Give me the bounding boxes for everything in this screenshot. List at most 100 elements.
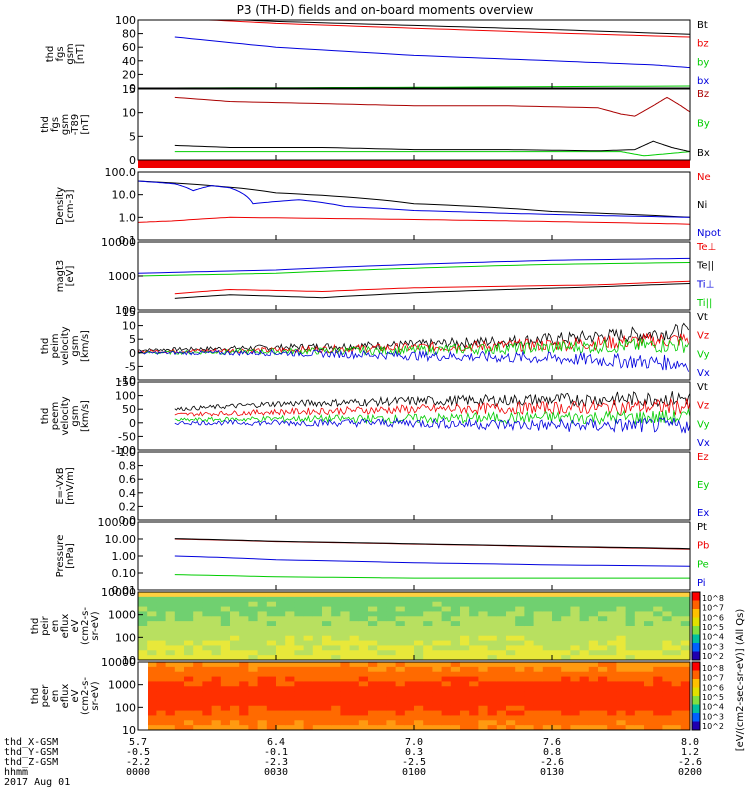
peir-cell (644, 596, 654, 603)
peer-cell (184, 681, 194, 687)
peir-cell (469, 616, 479, 622)
peir-cell (230, 655, 240, 661)
peir-cell (202, 635, 213, 642)
footer-value: -2.2 (126, 757, 150, 768)
peir-cell (303, 630, 314, 637)
peir-cell (588, 621, 599, 627)
peer-cell (257, 710, 268, 716)
peir-cell (165, 640, 176, 646)
peer-cell (616, 662, 627, 668)
peer-cell (414, 691, 424, 697)
peir-cell (662, 645, 673, 651)
peer-cell (496, 662, 507, 668)
peir-cell (303, 655, 314, 661)
peer-cell (331, 671, 341, 678)
peir-cell (377, 640, 387, 646)
peer-cell (331, 720, 341, 726)
peer-cell (533, 725, 544, 731)
peer-cell (423, 700, 433, 707)
peer-cell (230, 666, 240, 673)
peer-cell (496, 666, 507, 673)
peer-cell (515, 686, 525, 692)
peir-cell (138, 621, 148, 627)
peir-cell (349, 592, 360, 598)
peer-cell (368, 666, 378, 673)
peer-cell (239, 676, 249, 682)
peir-cell (349, 626, 360, 632)
peir-cell (588, 635, 599, 642)
peir-cell (607, 645, 617, 651)
legend-peem-3: Vx (697, 438, 710, 449)
peer-cell (634, 710, 645, 716)
peir-cell (184, 601, 194, 608)
peir-cell (386, 640, 397, 646)
ytick-label: 10 (122, 107, 136, 120)
peir-cell (487, 592, 498, 598)
ylabel-line: [nPa] (65, 543, 76, 569)
peir-cell (386, 635, 397, 642)
peir-cell (202, 630, 213, 637)
peer-cell (423, 666, 433, 673)
peer-cell (542, 720, 553, 726)
peer-cell (156, 720, 167, 726)
peer-cell (423, 691, 433, 697)
peer-cell (285, 671, 295, 678)
peer-cell (487, 671, 498, 678)
peer-cell (552, 662, 562, 668)
peir-cell (276, 635, 286, 642)
ylabel-line: gsm (60, 114, 71, 135)
peir-cell (386, 611, 397, 617)
peir-cell (211, 640, 222, 646)
peir-cell (561, 606, 571, 612)
peir-cell (147, 640, 157, 646)
peer-cell (331, 666, 341, 673)
ylabel-line: peer (40, 684, 51, 708)
peir-cell (248, 650, 259, 656)
peir-cell (598, 630, 608, 637)
temp-series-ti (137, 257, 691, 274)
peer-cell (404, 676, 415, 682)
peer-cell (386, 671, 397, 678)
ytick-label: 0.0 (119, 514, 137, 527)
peir-cell (524, 635, 535, 642)
peer-cell (276, 671, 286, 678)
peir-cell (496, 606, 507, 612)
peer-cell (561, 666, 571, 673)
peer-cell (533, 681, 544, 687)
peir-cell (662, 655, 673, 661)
peir-cell (496, 650, 507, 656)
peir-cell (423, 616, 433, 622)
peir-cell (542, 626, 553, 632)
peer-cell (156, 662, 167, 668)
peir-cell (156, 655, 167, 661)
peer-cell (248, 705, 259, 712)
peer-cell (653, 681, 663, 687)
peir-cell (607, 626, 617, 632)
ytick-label: 1000 (108, 609, 136, 622)
peer-cell (515, 691, 525, 697)
peir-cell (294, 601, 305, 608)
peir-cell (634, 621, 645, 627)
peim-series-vy (137, 337, 689, 356)
peir-cell (174, 645, 185, 651)
peir-cell (138, 611, 148, 617)
peir-cell (230, 626, 240, 632)
peir-cell (506, 616, 516, 622)
peer-cell (469, 686, 479, 692)
peer-cell (340, 705, 351, 712)
peer-cell (634, 662, 645, 668)
peir-cell (515, 621, 525, 627)
peer-cell (331, 700, 341, 707)
peir-cell (138, 635, 148, 642)
peer-cell (404, 710, 415, 716)
peir-cell (469, 640, 479, 646)
peer-cell (220, 725, 231, 731)
peir-cell (220, 630, 231, 637)
peer-cell (570, 686, 581, 692)
peir-cell (680, 616, 691, 622)
peer-cell (441, 705, 452, 712)
peer-cell (377, 720, 387, 726)
peir-cell (294, 616, 305, 622)
peer-cell (561, 725, 571, 731)
